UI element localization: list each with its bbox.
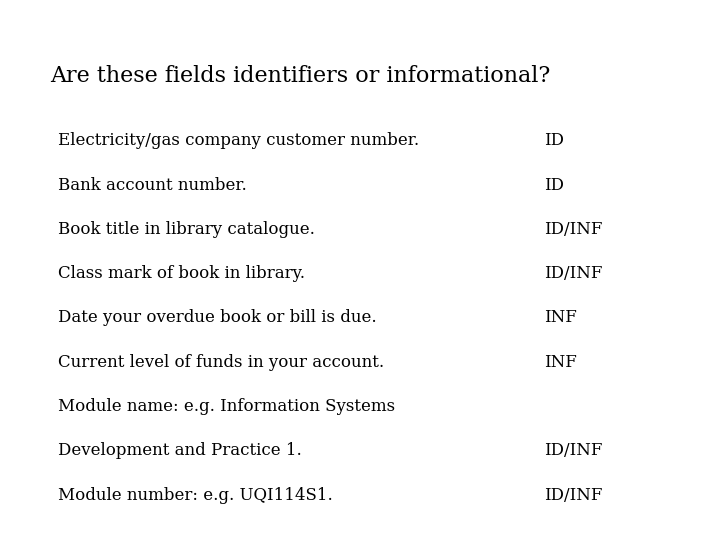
- Text: Are these fields identifiers or informational?: Are these fields identifiers or informat…: [50, 65, 551, 87]
- Text: ID/INF: ID/INF: [544, 265, 602, 282]
- Text: ID/INF: ID/INF: [544, 487, 602, 503]
- Text: Module number: e.g. UQI114S1.: Module number: e.g. UQI114S1.: [58, 487, 333, 503]
- Text: INF: INF: [544, 309, 577, 326]
- Text: Current level of funds in your account.: Current level of funds in your account.: [58, 354, 384, 370]
- Text: Bank account number.: Bank account number.: [58, 177, 246, 193]
- Text: ID: ID: [544, 132, 564, 149]
- Text: ID/INF: ID/INF: [544, 221, 602, 238]
- Text: Electricity/gas company customer number.: Electricity/gas company customer number.: [58, 132, 419, 149]
- Text: ID: ID: [544, 177, 564, 193]
- Text: Book title in library catalogue.: Book title in library catalogue.: [58, 221, 315, 238]
- Text: Development and Practice 1.: Development and Practice 1.: [58, 442, 302, 459]
- Text: Class mark of book in library.: Class mark of book in library.: [58, 265, 305, 282]
- Text: INF: INF: [544, 354, 577, 370]
- Text: Module name: e.g. Information Systems: Module name: e.g. Information Systems: [58, 398, 395, 415]
- Text: Date your overdue book or bill is due.: Date your overdue book or bill is due.: [58, 309, 377, 326]
- Text: ID/INF: ID/INF: [544, 442, 602, 459]
